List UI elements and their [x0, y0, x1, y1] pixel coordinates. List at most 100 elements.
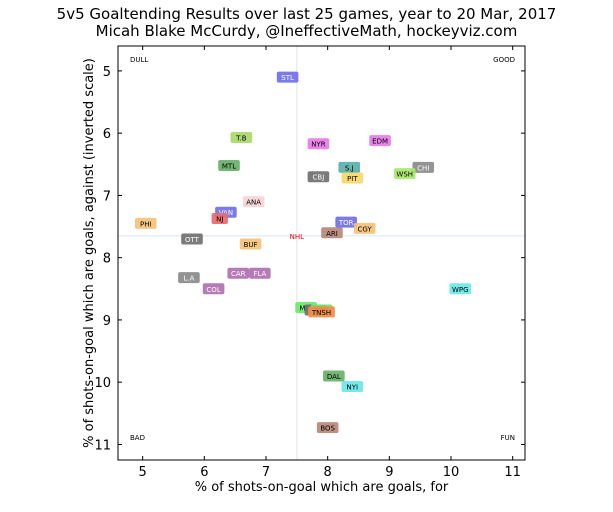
team-marker: [276, 71, 299, 83]
y-tick-label: 8: [103, 252, 111, 267]
team-marker: [341, 381, 364, 393]
team-point-wpg: WPG: [449, 283, 472, 295]
corner-label-good: GOOD: [493, 56, 515, 64]
team-label: CHI: [417, 164, 429, 172]
team-label: CAR: [231, 270, 246, 278]
team-marker: [412, 161, 435, 173]
team-marker: [307, 171, 330, 183]
team-label: NYI: [347, 384, 359, 392]
team-point-ott: OTT: [181, 233, 203, 245]
team-point-chi: CHI: [412, 161, 435, 173]
team-label: DAL: [327, 373, 341, 381]
team-point-nyi: NYI: [341, 381, 364, 393]
team-point-cbj: CBJ: [307, 171, 330, 183]
team-marker: [239, 238, 262, 250]
team-label: PIT: [347, 175, 358, 183]
team-label: ARI: [326, 230, 338, 238]
team-label: MTL: [222, 163, 236, 171]
team-point-dal: DAL: [323, 370, 345, 382]
corner-label-dull: DULL: [130, 56, 148, 64]
team-label: WSH: [396, 171, 413, 179]
team-point-tb: T.B: [230, 132, 253, 144]
x-axis-label: % of shots-on-goal which are goals, for: [195, 480, 449, 495]
team-point-nj: NJ: [211, 212, 228, 224]
team-marker: [308, 306, 335, 318]
team-marker: [242, 196, 265, 208]
team-marker: [335, 216, 357, 228]
team-marker: [338, 161, 361, 173]
team-point-col: COL: [202, 283, 225, 295]
team-point-la: L.A: [178, 272, 200, 284]
team-marker: [449, 283, 472, 295]
y-tick-label: 6: [103, 127, 111, 142]
chart-subtitle: Micah Blake McCurdy, @IneffectiveMath, h…: [95, 22, 518, 40]
x-tick-label: 11: [504, 465, 521, 480]
team-label: EDM: [372, 138, 388, 146]
team-point-nyr: NYR: [307, 138, 330, 150]
x-tick-label: 6: [200, 465, 208, 480]
x-tick-label: 10: [443, 465, 460, 480]
team-marker: [134, 217, 157, 229]
team-marker: [181, 233, 203, 245]
team-marker: [323, 370, 345, 382]
team-label: TNSH: [311, 309, 331, 317]
team-label: CGY: [358, 225, 373, 233]
team-label: STL: [281, 74, 294, 82]
team-point-sj: S.J: [338, 161, 361, 173]
team-marker: [321, 227, 343, 239]
team-label: ANA: [246, 199, 261, 207]
team-point-mtl: MTL: [218, 160, 240, 172]
x-tick-label: 8: [324, 465, 332, 480]
team-point-ari: ARI: [321, 227, 343, 239]
team-label: T.B: [235, 135, 247, 143]
y-axis-label: % of shots-on-goal which are goals, agai…: [82, 58, 97, 448]
team-label: TOR: [338, 219, 354, 227]
team-marker: [307, 138, 330, 150]
team-marker: [393, 168, 416, 180]
team-point-bos: BOS: [316, 422, 339, 434]
team-marker: [202, 283, 225, 295]
team-point-edm: EDM: [369, 135, 391, 147]
team-marker: [353, 222, 376, 234]
y-tick-label: 10: [94, 376, 111, 391]
team-label: FLA: [253, 270, 266, 278]
team-label: WPG: [452, 286, 469, 294]
team-marker: [341, 172, 364, 184]
team-label: NYR: [311, 141, 326, 149]
nhl-reference-label: NHL: [290, 233, 305, 241]
team-marker: [178, 272, 200, 284]
team-point-cgy: CGY: [353, 222, 376, 234]
team-label: NJ: [216, 215, 223, 223]
team-label: BUF: [244, 241, 258, 249]
x-tick-label: 7: [262, 465, 270, 480]
y-tick-label: 11: [94, 438, 111, 453]
team-point-stl: STL: [276, 71, 299, 83]
team-marker: [218, 160, 240, 172]
team-marker: [211, 212, 228, 224]
team-label: L.A: [183, 275, 194, 283]
team-label: PHI: [140, 220, 152, 228]
team-point-buf: BUF: [239, 238, 262, 250]
team-label: S.J: [345, 164, 354, 172]
team-point-tor: TOR: [335, 216, 357, 228]
y-tick-label: 9: [103, 314, 111, 329]
chart-title: 5v5 Goaltending Results over last 25 gam…: [56, 5, 557, 23]
x-tick-label: 9: [385, 465, 393, 480]
team-label: BOS: [320, 425, 335, 433]
team-label: CBJ: [313, 174, 325, 182]
team-marker: [369, 135, 391, 147]
team-point-wsh: WSH: [393, 168, 416, 180]
plot-frame: [117, 45, 526, 461]
y-tick-label: 7: [103, 189, 111, 204]
team-label: COL: [206, 286, 220, 294]
corner-label-fun: FUN: [501, 434, 515, 442]
corner-label-bad: BAD: [130, 434, 145, 442]
team-marker: [230, 132, 253, 144]
x-tick-label: 5: [139, 465, 147, 480]
team-marker: [249, 267, 271, 279]
team-point-tnsh: TNSH: [308, 306, 335, 318]
team-point-pit: PIT: [341, 172, 364, 184]
team-point-phi: PHI: [134, 217, 157, 229]
team-marker: [227, 267, 250, 279]
